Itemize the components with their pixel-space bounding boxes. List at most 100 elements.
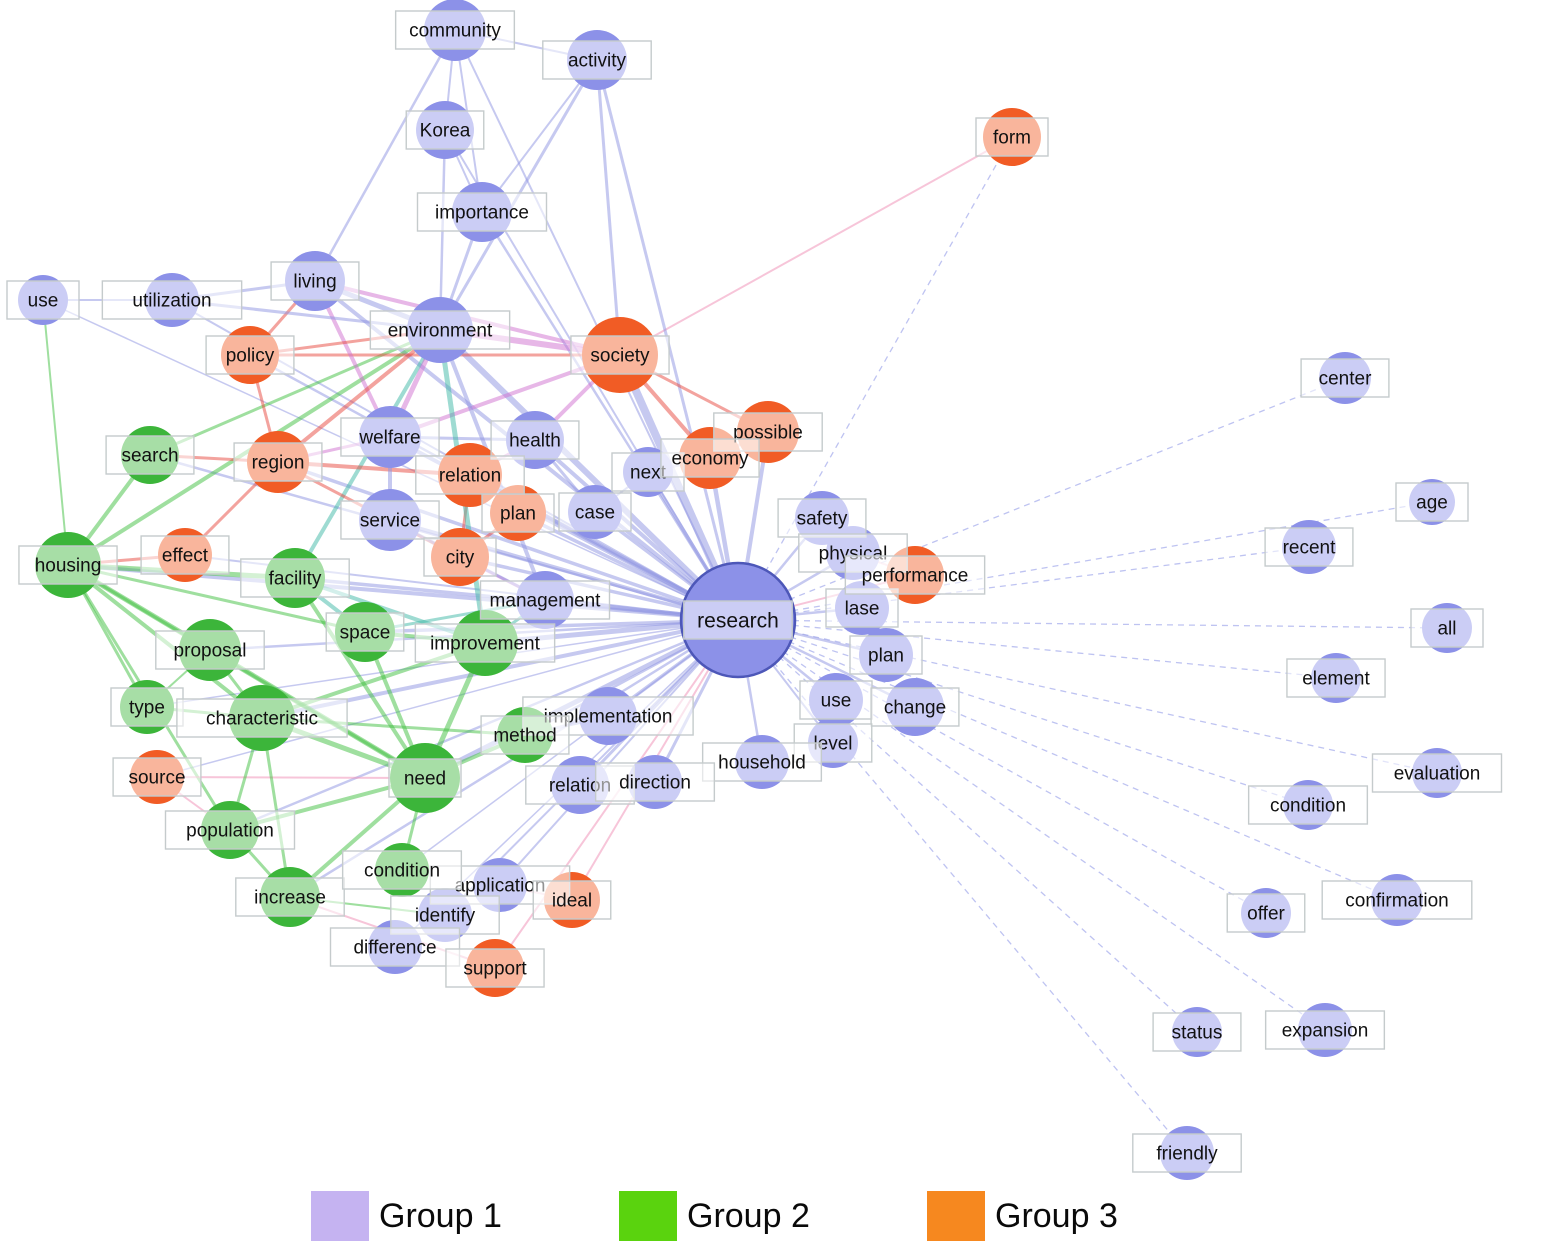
graph-edge-research-element (737, 619, 1337, 679)
node-label-box-need (388, 758, 462, 798)
node-label-friendly: friendly (1156, 1144, 1218, 1165)
node-label-search: search (121, 446, 178, 467)
node-label-city: city (446, 548, 475, 569)
graph-edge-community-living (313, 29, 457, 282)
node-label-box-proposal (155, 630, 265, 670)
node-label-lase: lase (845, 599, 880, 620)
node-label-box-utilization (101, 280, 243, 320)
node-label-korea: Korea (420, 121, 471, 142)
node-label-box-performance (844, 555, 986, 595)
node-label-plan_c: plan (500, 504, 536, 525)
node-label-plan_r: plan (868, 646, 904, 667)
node-label-box-form (975, 117, 1049, 157)
node-label-box-economy (660, 438, 760, 478)
node-label-box-management (479, 580, 611, 620)
node-label-application: application (455, 876, 546, 897)
node-label-performance: performance (862, 566, 969, 587)
node-label-box-living (270, 261, 360, 301)
node-label-box-safety (777, 498, 867, 538)
node-label-box-lase (825, 588, 899, 628)
graph-edge-research-condition_r (737, 619, 1309, 806)
node-label-box-evaluation (1371, 753, 1503, 793)
node-label-economy: economy (671, 449, 749, 470)
node-label-box-research (683, 600, 793, 640)
graph-edge-society-form (619, 136, 1013, 356)
node-label-evaluation: evaluation (1394, 764, 1481, 785)
node-label-box-use_l (6, 280, 80, 320)
node-label-characteristic: characteristic (206, 709, 318, 730)
node-label-box-difference (329, 927, 461, 967)
graph-edge-research-all (737, 619, 1448, 629)
node-label-center: center (1319, 369, 1372, 390)
node-label-use_r: use (821, 691, 852, 712)
node-label-region: region (252, 453, 305, 474)
node-label-box-policy (205, 335, 295, 375)
node-label-proposal: proposal (174, 641, 247, 662)
node-label-box-ideal (532, 880, 612, 920)
node-label-box-condition_l (341, 850, 463, 890)
node-label-box-importance (416, 192, 548, 232)
node-label-box-activity (542, 40, 652, 80)
node-label-form: form (993, 128, 1031, 149)
graph-edge-research-offer (737, 619, 1267, 914)
node-label-box-increase (235, 877, 345, 917)
node-label-living: living (293, 272, 336, 293)
graph-edge-activity-importance (481, 59, 598, 213)
node-label-improvement: improvement (430, 634, 541, 655)
graph-edge-research-environment (437, 327, 741, 623)
node-label-element: element (1302, 669, 1370, 690)
node-label-box-korea (405, 110, 485, 150)
node-label-change: change (884, 698, 946, 719)
node-label-relation_c: relation (439, 466, 501, 487)
node-label-box-recent (1264, 527, 1354, 567)
labels-layer: community activity Korea importance use utili… (6, 10, 1503, 1173)
node-label-effect: effect (162, 546, 209, 567)
node-label-box-age (1395, 482, 1469, 522)
node-label-box-health (490, 420, 580, 460)
node-label-status: status (1172, 1023, 1223, 1044)
node-label-importance: importance (435, 203, 529, 224)
node-label-box-confirmation (1321, 880, 1473, 920)
node-label-recent: recent (1283, 538, 1337, 559)
node-label-expansion: expansion (1282, 1021, 1369, 1042)
node-label-box-improvement (414, 623, 556, 663)
graph-edge-research-center (737, 377, 1346, 621)
node-label-box-environment (369, 310, 511, 350)
node-label-offer: offer (1247, 904, 1285, 925)
node-label-box-status (1152, 1012, 1242, 1052)
node-label-age: age (1416, 493, 1448, 514)
node-label-box-friendly (1132, 1133, 1242, 1173)
node-label-box-case (558, 492, 632, 532)
node-label-box-direction (594, 762, 716, 802)
node-label-possible: possible (733, 423, 803, 444)
node-label-box-relation_c (415, 455, 525, 495)
node-label-box-element (1286, 658, 1386, 698)
node-label-difference: difference (353, 938, 436, 959)
node-label-population: population (186, 821, 274, 842)
graph-edge-research-expansion (737, 619, 1326, 1031)
graph-edge-use_l-housing (42, 299, 69, 566)
node-label-direction: direction (619, 773, 691, 794)
node-label-box-center (1300, 358, 1390, 398)
node-label-research: research (697, 610, 779, 633)
node-label-welfare: welfare (358, 428, 420, 449)
graph-edge-need-facility (293, 576, 427, 780)
node-label-increase: increase (254, 888, 326, 909)
node-label-condition_l: condition (364, 861, 440, 882)
node-label-box-society (570, 335, 670, 375)
node-label-box-welfare (340, 417, 440, 457)
node-label-use_l: use (28, 291, 59, 312)
node-label-support: support (463, 959, 527, 980)
node-label-box-method (480, 715, 570, 755)
node-label-box-plan_r (849, 635, 923, 675)
node-label-box-search (105, 435, 195, 475)
node-label-service: service (360, 511, 420, 532)
node-label-box-type (110, 687, 184, 727)
graph-edge-research-region (277, 460, 739, 622)
node-label-health: health (509, 431, 561, 452)
node-label-box-space (325, 612, 405, 652)
node-label-box-population (164, 810, 296, 850)
graph-edge-society-activity (595, 59, 622, 356)
node-label-box-plan_c (481, 493, 555, 533)
node-label-community: community (409, 21, 501, 42)
